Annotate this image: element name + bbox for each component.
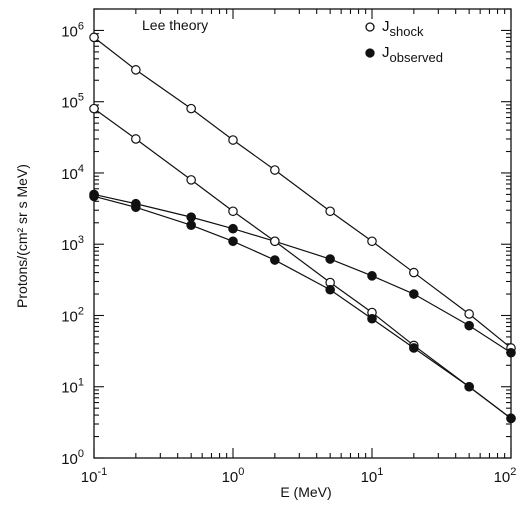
x-tick-label: 10-1 <box>81 466 107 486</box>
series-line-1 <box>93 36 512 349</box>
y-axis-title: Protons/(cm² sr s MeV) <box>14 164 30 308</box>
filled-point-series-2 <box>367 271 377 281</box>
legend-label-observed: Jobserved <box>382 44 443 65</box>
legend-open-circle-marker <box>365 22 375 32</box>
y-tick-label: 104 <box>61 163 84 183</box>
open-point-series-1 <box>325 206 335 217</box>
series-group <box>89 32 516 424</box>
open-point-series-3 <box>186 175 196 185</box>
filled-point-series-2 <box>325 254 335 264</box>
filled-point-series-4 <box>409 343 419 353</box>
open-point-series-3 <box>89 103 99 114</box>
ticks <box>93 8 512 459</box>
legend: Jshock Jobserved <box>365 18 443 65</box>
filled-point-series-4 <box>131 202 141 213</box>
y-tick-label: 100 <box>61 448 84 468</box>
filled-point-series-4 <box>186 220 196 230</box>
open-point-series-1 <box>186 103 196 114</box>
x-axis-title: E (MeV) <box>280 484 331 500</box>
open-point-series-3 <box>270 236 280 247</box>
series-line-3 <box>93 108 512 419</box>
open-point-series-1 <box>228 135 238 145</box>
open-point-series-3 <box>228 206 238 217</box>
plot-frame <box>93 8 512 459</box>
filled-point-series-2 <box>228 223 238 234</box>
y-tick-label: 105 <box>61 92 84 112</box>
filled-point-series-2 <box>506 347 516 358</box>
open-point-series-3 <box>131 134 141 144</box>
filled-point-series-4 <box>506 413 516 424</box>
series-line-2 <box>93 193 512 354</box>
open-point-series-1 <box>89 32 99 43</box>
filled-point-series-2 <box>409 289 419 299</box>
x-tick-label: 102 <box>494 466 517 486</box>
filled-point-series-2 <box>464 320 474 331</box>
filled-point-series-4 <box>325 284 335 295</box>
filled-point-series-2 <box>186 212 196 222</box>
open-point-series-1 <box>367 236 377 247</box>
legend-label-shock: Jshock <box>382 18 424 39</box>
filled-point-series-4 <box>228 236 238 247</box>
annotation-lee-theory: Lee theory <box>142 17 208 33</box>
open-point-series-1 <box>464 309 474 319</box>
filled-point-series-4 <box>367 313 377 324</box>
filled-point-series-4 <box>464 381 474 392</box>
y-tick-label: 106 <box>61 20 84 40</box>
series-line-4 <box>93 195 512 419</box>
y-tick-label: 101 <box>61 377 84 397</box>
y-tick-label: 103 <box>61 234 84 254</box>
x-tick-label: 100 <box>222 466 245 486</box>
filled-point-series-4 <box>89 191 99 202</box>
open-point-series-1 <box>270 165 280 175</box>
open-point-series-1 <box>409 267 419 278</box>
x-tick-label: 101 <box>361 466 384 486</box>
y-tick-label: 102 <box>61 305 84 325</box>
filled-point-series-4 <box>270 255 280 265</box>
legend-filled-circle-marker <box>365 48 375 58</box>
open-point-series-1 <box>131 65 141 75</box>
